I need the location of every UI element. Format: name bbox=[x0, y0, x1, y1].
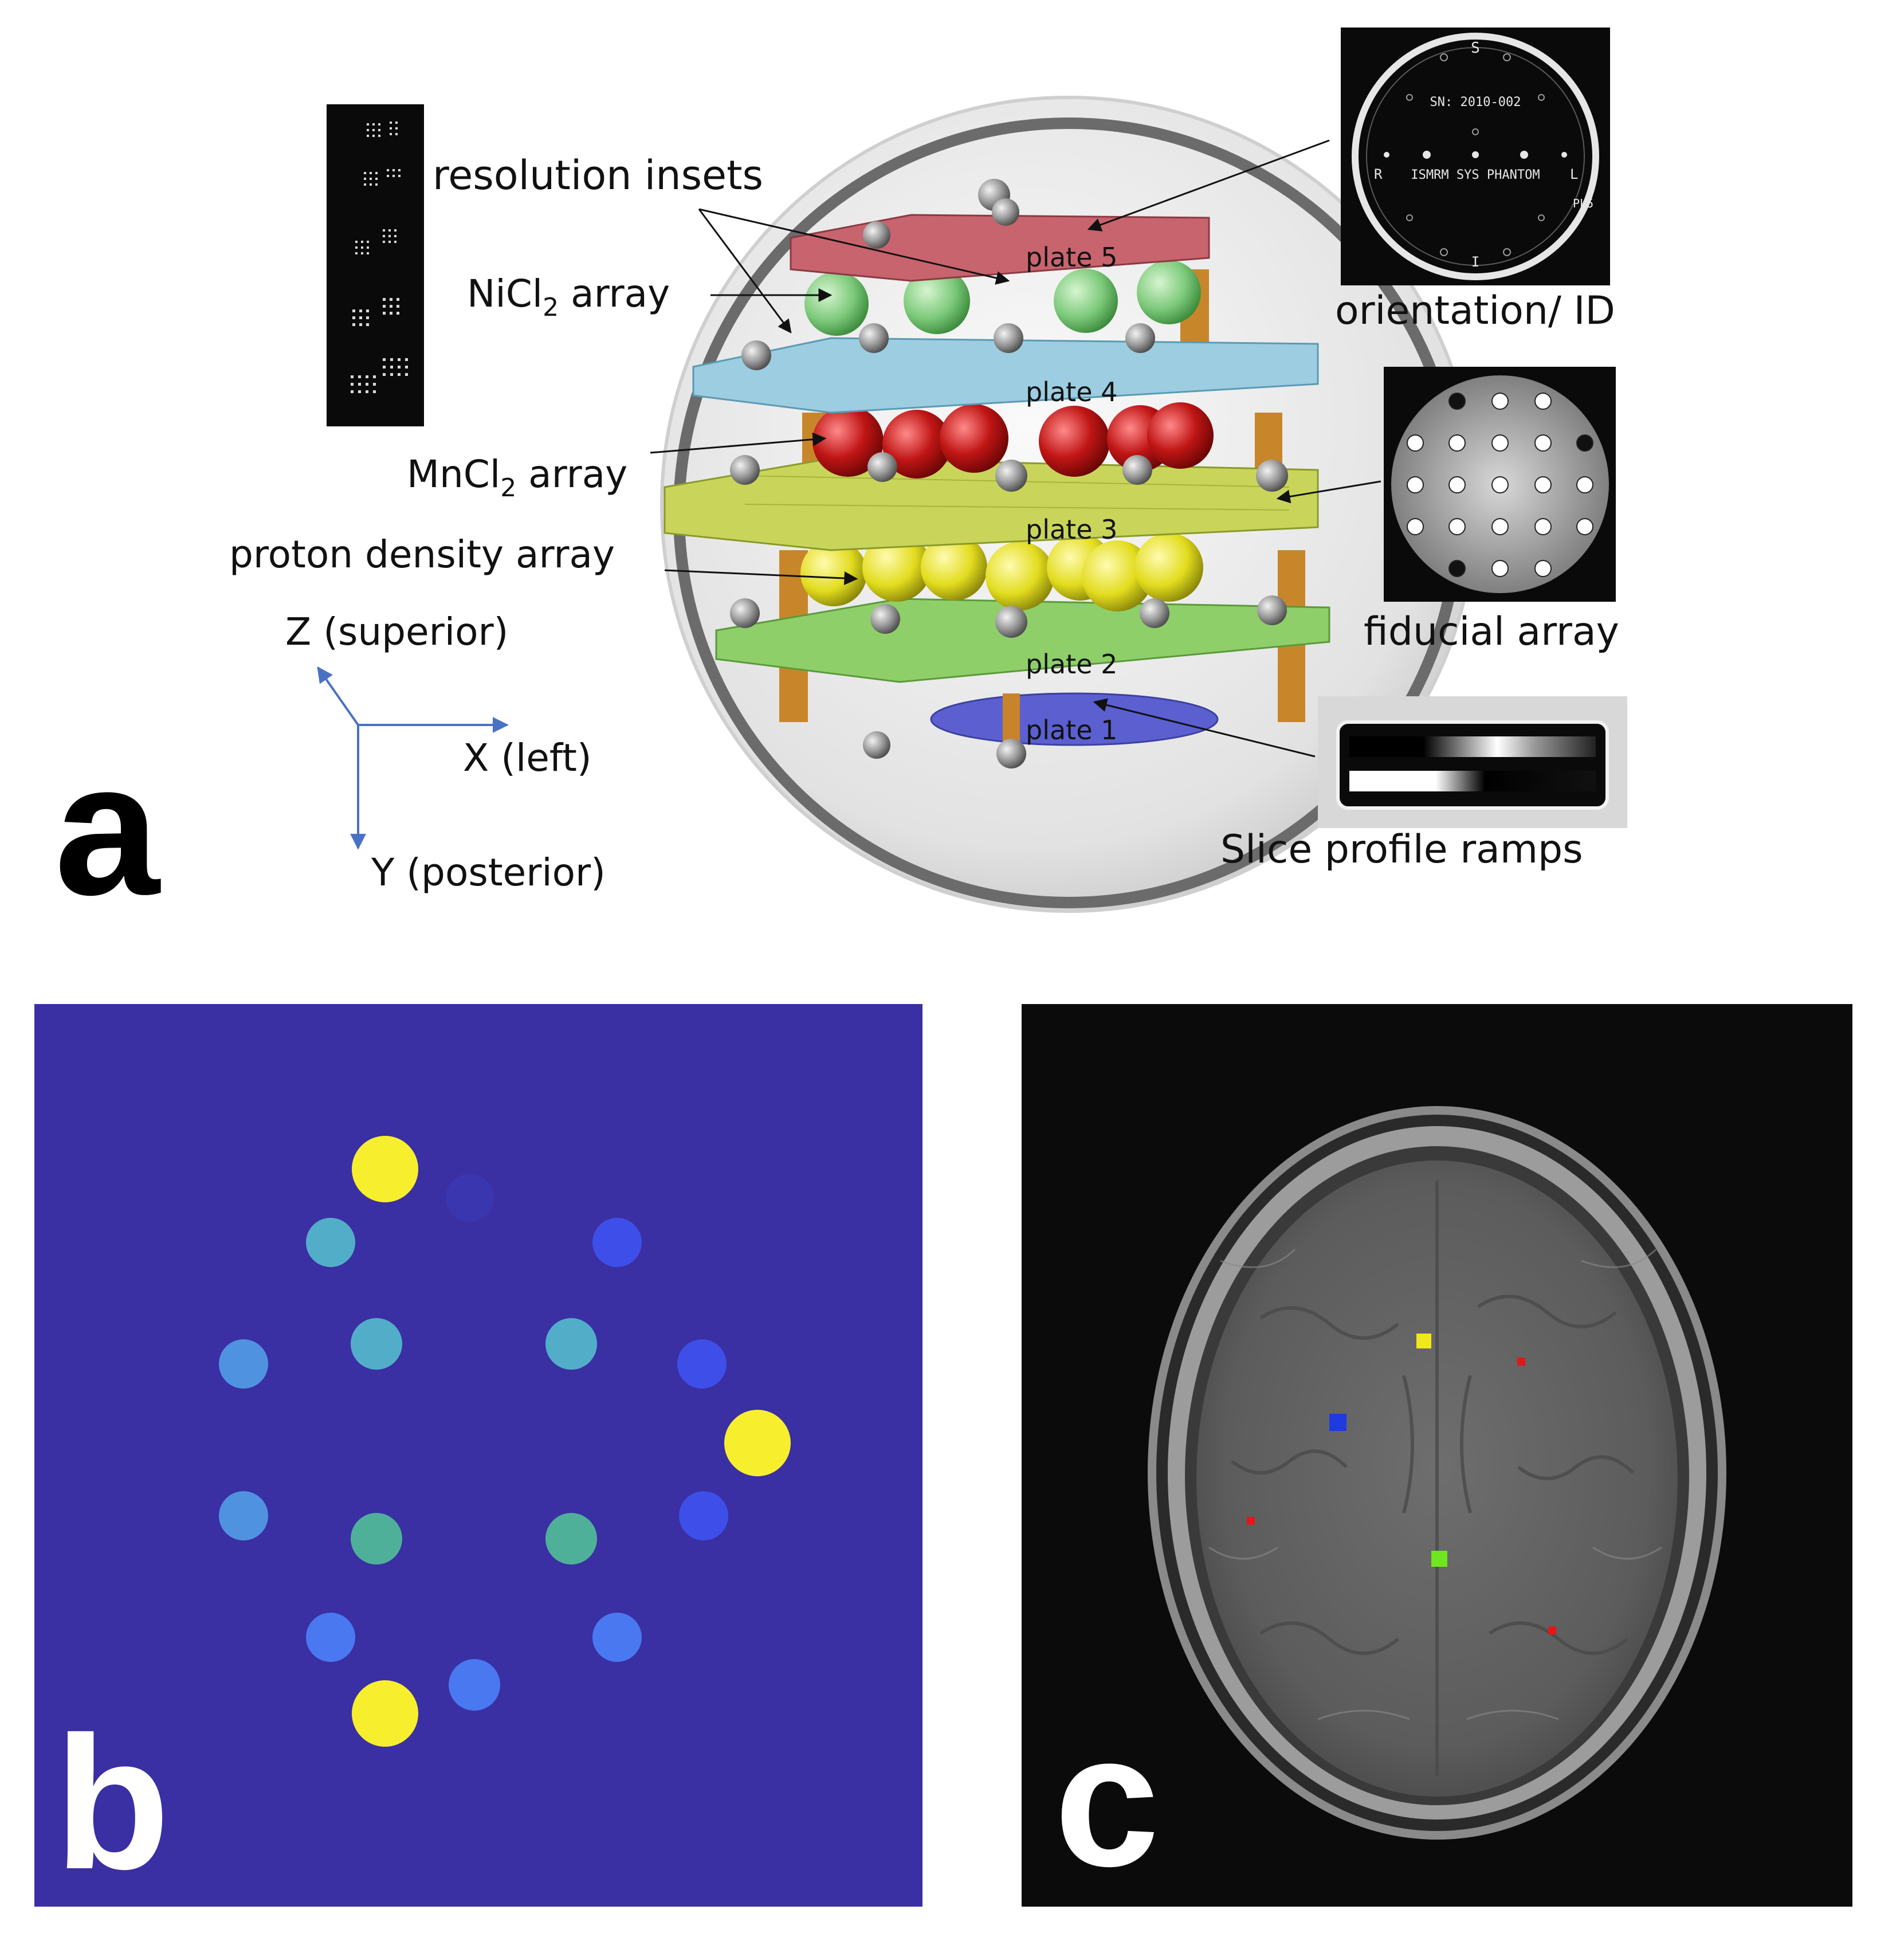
fiducial-dot bbox=[1448, 434, 1466, 452]
slice-profile-ramps-image bbox=[1318, 696, 1627, 828]
arrow-resolution-inset-2 bbox=[698, 208, 1010, 285]
roi-marker bbox=[1548, 1626, 1556, 1634]
fiducial-dot bbox=[1448, 476, 1466, 493]
orientation-name: ISMRM SYS PHANTOM bbox=[1411, 168, 1540, 182]
vial-dot bbox=[449, 1659, 500, 1711]
fiducial-dot bbox=[1534, 476, 1552, 493]
roi-marker bbox=[1517, 1358, 1525, 1366]
x-axis-label: X (left) bbox=[463, 736, 592, 780]
roi-marker bbox=[1247, 1517, 1255, 1525]
arrow-orientation-id bbox=[1087, 139, 1330, 232]
panel-b-letter: b bbox=[54, 1697, 170, 1908]
roi-marker bbox=[1416, 1334, 1431, 1348]
orientation-plate-code: PL5 bbox=[1573, 197, 1593, 210]
plate-4-label: plate 4 bbox=[1026, 377, 1117, 407]
vial-dot bbox=[724, 1410, 791, 1476]
resolution-insets-label: resolution insets bbox=[433, 152, 763, 199]
fiducial-dot bbox=[1534, 393, 1552, 410]
panel-b: b bbox=[34, 1004, 922, 1908]
vial-dot bbox=[352, 1136, 418, 1202]
nicl2-array-label: NiCl2 array bbox=[467, 272, 670, 322]
orientation-id-label: orientation/ ID bbox=[1335, 288, 1615, 334]
vial-dot bbox=[545, 1318, 597, 1370]
slice-profile-ramps-label: Slice profile ramps bbox=[1220, 827, 1583, 872]
arrow-mncl2 bbox=[650, 432, 827, 454]
orientation-left-marker: R bbox=[1374, 166, 1383, 182]
panel-a: plate 5 plate 4 plate 3 plate 2 plate 1 … bbox=[54, 28, 1627, 934]
brain-mri-slice bbox=[1148, 1106, 1726, 1840]
vial-dot bbox=[219, 1339, 268, 1389]
arrow-slice-profile-ramps bbox=[1093, 698, 1316, 758]
axes-triad: Z (superior) X (left) Y (posterior) bbox=[285, 610, 606, 895]
plate-3-label: plate 3 bbox=[1026, 514, 1117, 545]
fiducial-dot bbox=[1448, 518, 1466, 535]
mncl2-array-label: MnCl2 array bbox=[407, 452, 627, 503]
vial-dot bbox=[351, 1513, 402, 1565]
proton-density-array-label: proton density array bbox=[229, 532, 615, 577]
fiducial-dot bbox=[1448, 393, 1466, 410]
vial-dot bbox=[545, 1513, 597, 1565]
vial-dot bbox=[679, 1491, 728, 1540]
resolution-inset-image bbox=[327, 104, 424, 426]
plate-2-label: plate 2 bbox=[1026, 649, 1117, 680]
fiducial-dot bbox=[1407, 518, 1424, 535]
vial-dot bbox=[592, 1218, 642, 1267]
fiducial-dot bbox=[1534, 560, 1552, 577]
vial-dot bbox=[351, 1318, 402, 1370]
vial-dot bbox=[219, 1491, 268, 1540]
fiducial-dot bbox=[1576, 434, 1593, 452]
fiducial-dot bbox=[1576, 518, 1593, 535]
fiducial-dot bbox=[1407, 476, 1424, 493]
orientation-serial: SN: 2010-002 bbox=[1430, 95, 1521, 109]
z-axis-arrow bbox=[317, 666, 359, 726]
arrow-fiducial-array bbox=[1276, 480, 1381, 504]
fiducial-dot bbox=[1534, 434, 1552, 452]
fiducial-dot bbox=[1448, 560, 1466, 577]
vial-dot bbox=[306, 1218, 355, 1267]
plate-1-label: plate 1 bbox=[1026, 715, 1117, 746]
fiducial-dots bbox=[1407, 393, 1593, 577]
panel-c-letter: c bbox=[1054, 1694, 1160, 1905]
orientation-bottom-marker: I bbox=[1471, 254, 1479, 270]
fiducial-array-image bbox=[1384, 367, 1616, 602]
fiducial-array-label: fiducial array bbox=[1364, 609, 1619, 654]
y-axis-label: Y (posterior) bbox=[371, 850, 606, 895]
z-axis-label: Z (superior) bbox=[285, 610, 508, 654]
vial-dot bbox=[306, 1613, 355, 1662]
panel-b-vial-map bbox=[219, 1136, 791, 1747]
roi-markers bbox=[1247, 1334, 1556, 1634]
fiducial-dot bbox=[1491, 560, 1509, 577]
plate-5-label: plate 5 bbox=[1026, 242, 1117, 273]
orientation-top-marker: S bbox=[1471, 40, 1480, 57]
panel-a-letter: a bbox=[54, 723, 161, 934]
phantom-3d-model: plate 5 plate 4 plate 3 plate 2 plate 1 bbox=[660, 96, 1477, 913]
fiducial-dot bbox=[1491, 393, 1509, 410]
panel-c: c bbox=[1022, 1004, 1852, 1907]
orientation-id-image: S I R L SN: 2010-002 ISMRM SYS PHANTOM P… bbox=[1341, 28, 1610, 285]
roi-marker bbox=[1329, 1414, 1346, 1431]
fiducial-dot bbox=[1576, 476, 1593, 493]
fiducial-dot bbox=[1491, 518, 1509, 535]
vial-dot bbox=[352, 1680, 418, 1747]
orientation-right-marker: L bbox=[1570, 166, 1578, 182]
fiducial-dot bbox=[1491, 434, 1509, 452]
fiducial-dot bbox=[1407, 434, 1424, 452]
vial-dot bbox=[592, 1613, 642, 1662]
vial-dot bbox=[677, 1339, 727, 1389]
vial-dot bbox=[446, 1174, 494, 1222]
arrow-proton-density bbox=[664, 569, 858, 586]
roi-marker bbox=[1431, 1551, 1447, 1567]
arrow-resolution-inset-1 bbox=[698, 209, 792, 334]
fiducial-dot bbox=[1491, 476, 1509, 493]
fiducial-dot bbox=[1534, 518, 1552, 535]
